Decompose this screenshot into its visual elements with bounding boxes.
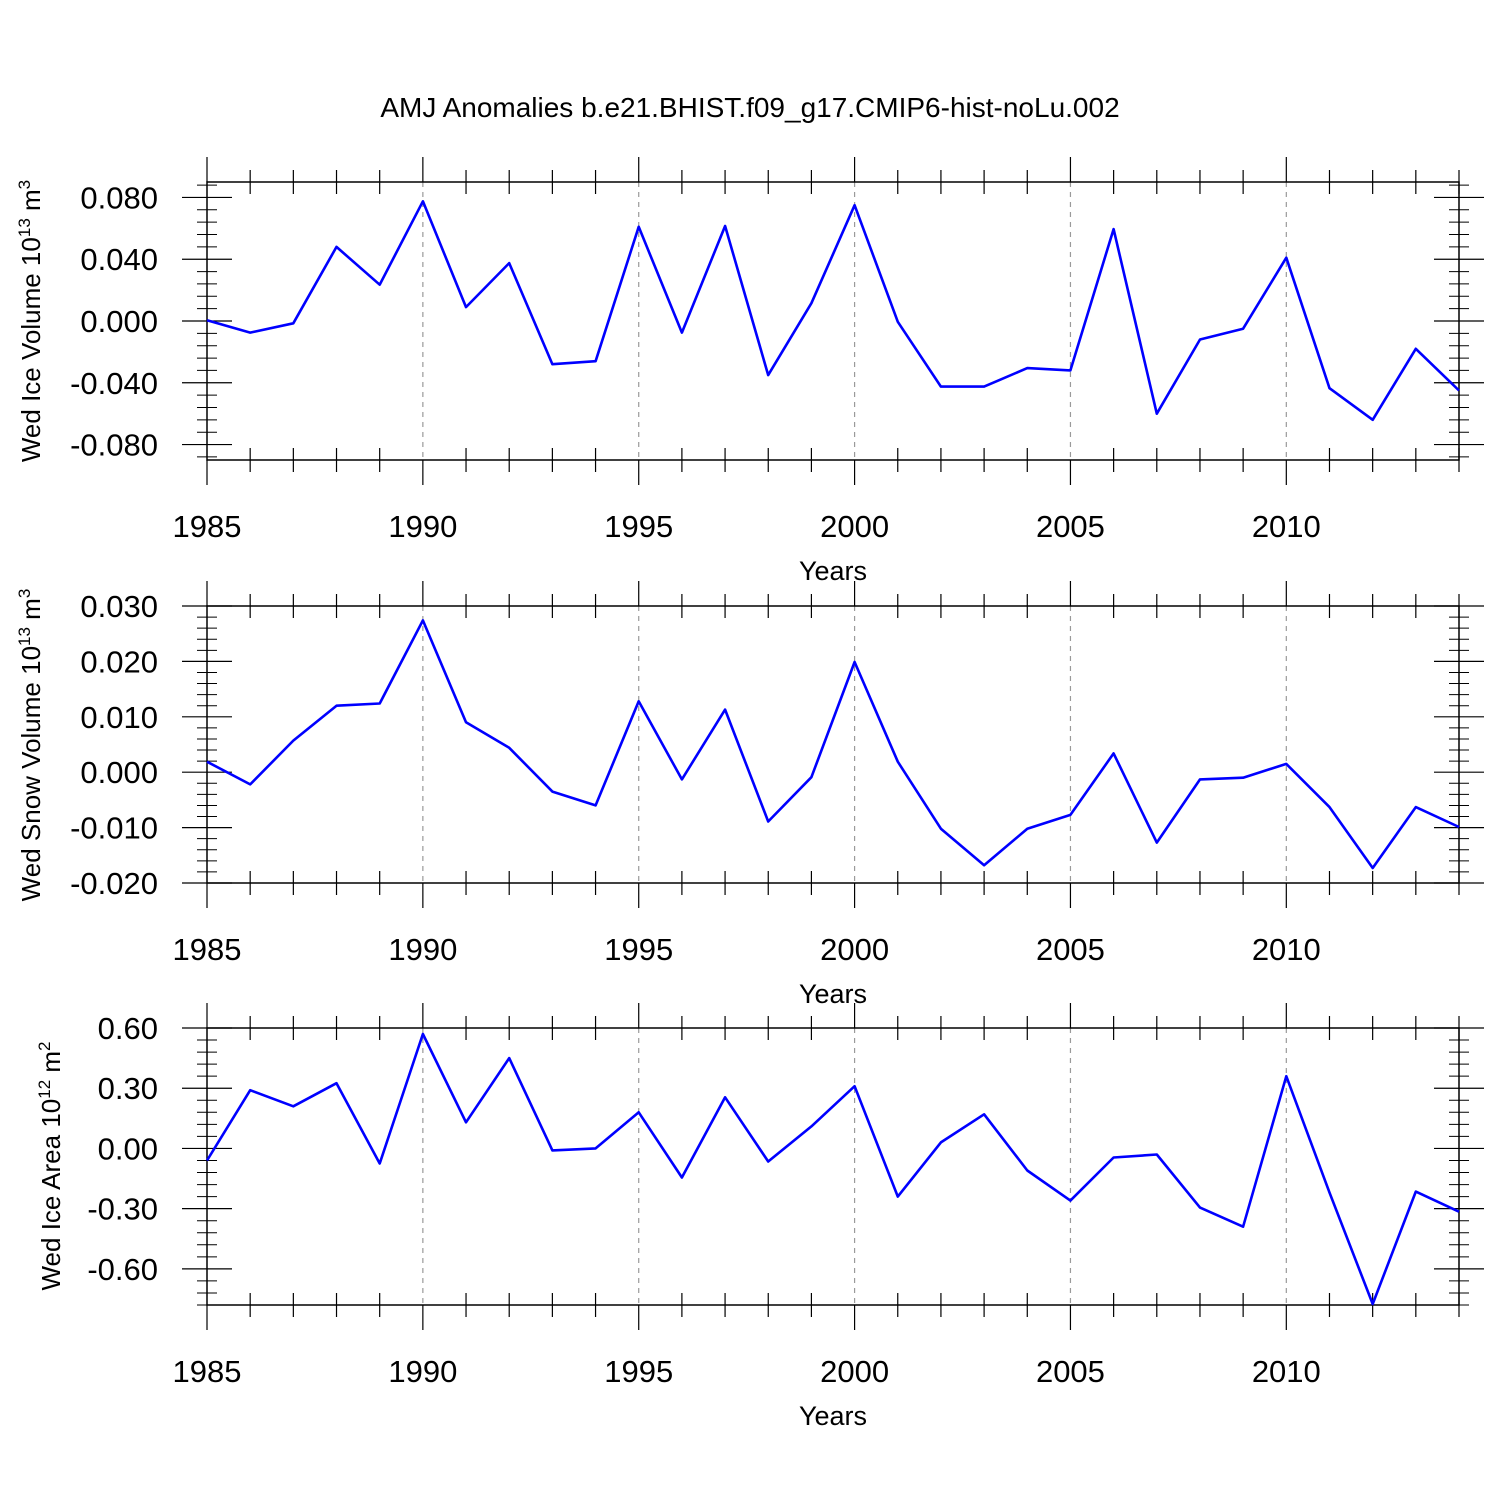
y-tick-label: 0.030 [80, 589, 158, 624]
y-tick-label: 0.30 [98, 1071, 158, 1106]
x-tick-label: 1985 [173, 932, 242, 967]
y-tick-label: 0.000 [80, 755, 158, 790]
x-tick-label: 2000 [820, 1354, 889, 1389]
series-line [206, 200, 1460, 422]
x-tick-label: 2010 [1252, 509, 1321, 544]
x-tick-label: 2000 [820, 509, 889, 544]
y-axis-title-exponent: 13 [15, 218, 34, 237]
y-axis-title-exponent: 13 [15, 627, 34, 646]
y-tick-label: -0.020 [70, 866, 158, 901]
y-tick-label: -0.30 [87, 1192, 158, 1227]
y-axis-title-unit: m [16, 189, 46, 218]
x-tick-label: 1995 [604, 1354, 673, 1389]
y-tick-label: -0.040 [70, 366, 158, 401]
x-tick-label: 2005 [1036, 1354, 1105, 1389]
y-axis-title: Wed Ice Area 1012 m2 [35, 1041, 66, 1290]
y-tick-label: 0.040 [80, 242, 158, 277]
y-axis-title-unit-exponent: 3 [15, 589, 34, 598]
x-tick-label: 1990 [388, 932, 457, 967]
plot-frame [206, 1027, 1460, 1306]
y-tick-label: 0.00 [98, 1131, 158, 1166]
y-tick-label: -0.60 [87, 1252, 158, 1287]
y-axis-title-unit-exponent: 3 [15, 180, 34, 189]
y-axis-title-unit-exponent: 2 [35, 1041, 54, 1050]
x-tick-label: 1995 [604, 509, 673, 544]
y-tick-label: -0.080 [70, 428, 158, 463]
y-tick-label: -0.010 [70, 811, 158, 846]
x-axis-title: Years [799, 979, 867, 1009]
y-axis-title: Wed Snow Volume 1013 m3 [15, 589, 46, 902]
x-tick-label: 1990 [388, 509, 457, 544]
x-tick-label: 2010 [1252, 932, 1321, 967]
x-tick-label: 2010 [1252, 1354, 1321, 1389]
y-tick-label: 0.000 [80, 304, 158, 339]
y-axis-title-unit: m [36, 1051, 66, 1080]
x-tick-label: 1990 [388, 1354, 457, 1389]
series-line [205, 1032, 1460, 1306]
x-tick-label: 1995 [604, 932, 673, 967]
figure-title: AMJ Anomalies b.e21.BHIST.f09_g17.CMIP6-… [380, 92, 1120, 123]
y-axis-title-unit: m [16, 598, 46, 627]
plot-frame [206, 181, 1460, 461]
y-axis-title-main: Wed Ice Area 10 [36, 1099, 66, 1291]
y-axis-title-exponent: 12 [35, 1080, 54, 1099]
chart-panel-2: 0.030 0.020 0.010 0.000 -0.010 -0.020 1985 1990… [15, 581, 1484, 1009]
y-tick-label: 0.020 [80, 644, 158, 679]
x-tick-label: 2005 [1036, 932, 1105, 967]
y-tick-label: 0.080 [80, 180, 158, 215]
x-tick-label: 1985 [173, 509, 242, 544]
series-line [206, 619, 1460, 870]
x-tick-label: 1985 [173, 1354, 242, 1389]
y-axis-title: Wed Ice Volume 1013 m3 [15, 180, 46, 462]
x-axis-title: Years [799, 556, 867, 586]
chart-panel-1: 0.080 0.040 0.000 -0.040 -0.080 1985 1990 1995 2… [15, 157, 1484, 586]
y-axis-title-main: Wed Snow Volume 10 [16, 646, 46, 901]
x-axis-title: Years [799, 1401, 867, 1431]
chart-panel-3: 0.60 0.30 0.00 -0.30 -0.60 1985 1990 1995 2000 20… [35, 1003, 1484, 1431]
plot-frame [206, 605, 1460, 884]
y-axis-title-main: Wed Ice Volume 10 [16, 237, 46, 462]
x-tick-label: 2005 [1036, 509, 1105, 544]
y-tick-label: 0.60 [98, 1011, 158, 1046]
x-tick-label: 2000 [820, 932, 889, 967]
y-tick-label: 0.010 [80, 700, 158, 735]
